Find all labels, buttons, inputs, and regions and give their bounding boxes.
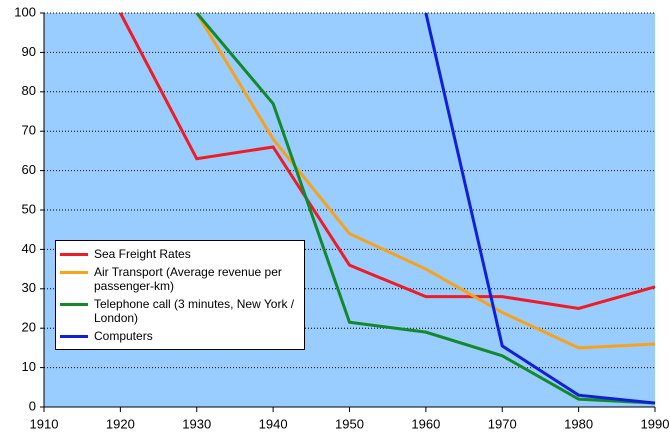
legend-entry: Air Transport (Average revenue per passe… xyxy=(60,265,300,293)
y-tick-label: 60 xyxy=(22,162,36,177)
x-tick-label: 1960 xyxy=(411,416,440,431)
series-line xyxy=(424,12,656,405)
legend-entry: Sea Freight Rates xyxy=(60,247,300,261)
y-tick-label: 70 xyxy=(22,123,36,138)
y-tick-label: 80 xyxy=(22,83,36,98)
y-tick-label: 10 xyxy=(22,359,36,374)
legend-swatch xyxy=(60,271,88,274)
y-tick-label: 0 xyxy=(29,398,36,413)
x-tick-label: 1950 xyxy=(335,416,364,431)
y-tick-label: 30 xyxy=(22,280,36,295)
series-line xyxy=(195,12,656,350)
legend-swatch xyxy=(60,253,88,256)
x-tick-label: 1940 xyxy=(259,416,288,431)
x-tick-label: 1980 xyxy=(564,416,593,431)
legend-label: Air Transport (Average revenue per passe… xyxy=(94,265,282,293)
y-tick-label: 100 xyxy=(14,4,36,19)
legend-entry: Telephone call (3 minutes, New York / Lo… xyxy=(60,297,300,325)
x-tick-label: 1920 xyxy=(106,416,135,431)
y-tick-label: 40 xyxy=(22,241,36,256)
legend-label: Telephone call (3 minutes, New York / Lo… xyxy=(94,297,295,325)
legend-swatch xyxy=(60,303,88,306)
x-tick-label: 1910 xyxy=(30,416,59,431)
series-line xyxy=(119,12,656,311)
x-tick-label: 1970 xyxy=(488,416,517,431)
y-tick-label: 50 xyxy=(22,201,36,216)
y-tick-label: 90 xyxy=(22,44,36,59)
x-tick-label: 1990 xyxy=(641,416,670,431)
series-line xyxy=(195,12,656,405)
legend-swatch xyxy=(60,335,88,338)
legend-label: Sea Freight Rates xyxy=(94,247,191,261)
x-tick-label: 1930 xyxy=(182,416,211,431)
legend-entry: Computers xyxy=(60,329,300,343)
y-tick-label: 20 xyxy=(22,320,36,335)
legend-label: Computers xyxy=(94,329,153,343)
legend: Sea Freight Rates Air Transport (Average … xyxy=(55,240,305,350)
